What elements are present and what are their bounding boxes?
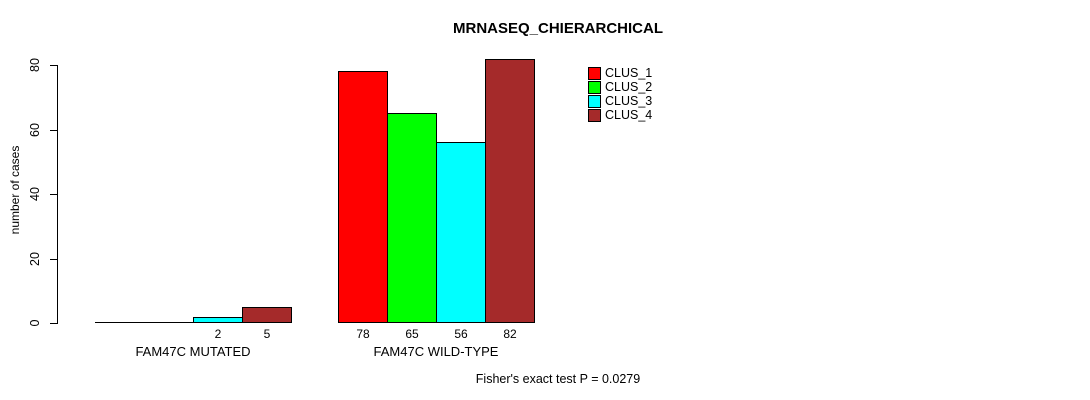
bar-value-label: 65 [405, 327, 419, 341]
bar-clus-3 [193, 317, 243, 323]
legend-label: CLUS_4 [605, 108, 653, 122]
legend-color-swatch [588, 108, 601, 122]
bar-clus-4 [485, 59, 535, 323]
bar-value-label: 78 [356, 327, 370, 341]
y-axis-tick-label: 40 [28, 187, 42, 201]
bar-clus-1 [338, 71, 388, 323]
y-axis-label: number of cases [8, 145, 22, 235]
y-axis-tick [50, 194, 58, 195]
y-axis-tick [50, 259, 58, 260]
legend-color-swatch [588, 80, 601, 94]
legend-label: CLUS_1 [605, 66, 653, 80]
chart-title: MRNASEQ_CHIERARCHICAL [452, 20, 664, 37]
y-axis-tick-label: 60 [28, 123, 42, 137]
x-axis-category-label: FAM47C WILD-TYPE [373, 344, 499, 359]
legend-item-clus-2: CLUS_2 [588, 80, 652, 94]
bar-clus-3 [436, 142, 486, 323]
y-axis-tick-label: 0 [28, 319, 42, 327]
legend: CLUS_1 CLUS_2 CLUS_3 CLUS_4 [588, 66, 652, 122]
legend-item-clus-1: CLUS_1 [588, 66, 652, 80]
bar-clus-2 [387, 113, 437, 323]
y-axis-tick [50, 130, 58, 131]
bar-value-label: 2 [214, 327, 222, 341]
legend-color-swatch [588, 66, 601, 80]
bar-clus-4 [242, 307, 292, 323]
legend-label: CLUS_2 [605, 80, 653, 94]
y-axis-tick-label: 80 [28, 58, 42, 72]
legend-item-clus-4: CLUS_4 [588, 108, 652, 122]
legend-label: CLUS_3 [605, 94, 653, 108]
y-axis-tick-label: 20 [28, 252, 42, 266]
legend-color-swatch [588, 94, 601, 108]
bar-value-label: 82 [503, 327, 517, 341]
stat-annotation: Fisher's exact test P = 0.0279 [475, 372, 641, 386]
legend-item-clus-3: CLUS_3 [588, 94, 652, 108]
x-axis-category-label: FAM47C MUTATED [135, 344, 251, 359]
bar-value-label: 5 [263, 327, 271, 341]
y-axis-tick [50, 65, 58, 66]
y-axis-tick [50, 323, 58, 324]
bar-value-label: 56 [454, 327, 468, 341]
